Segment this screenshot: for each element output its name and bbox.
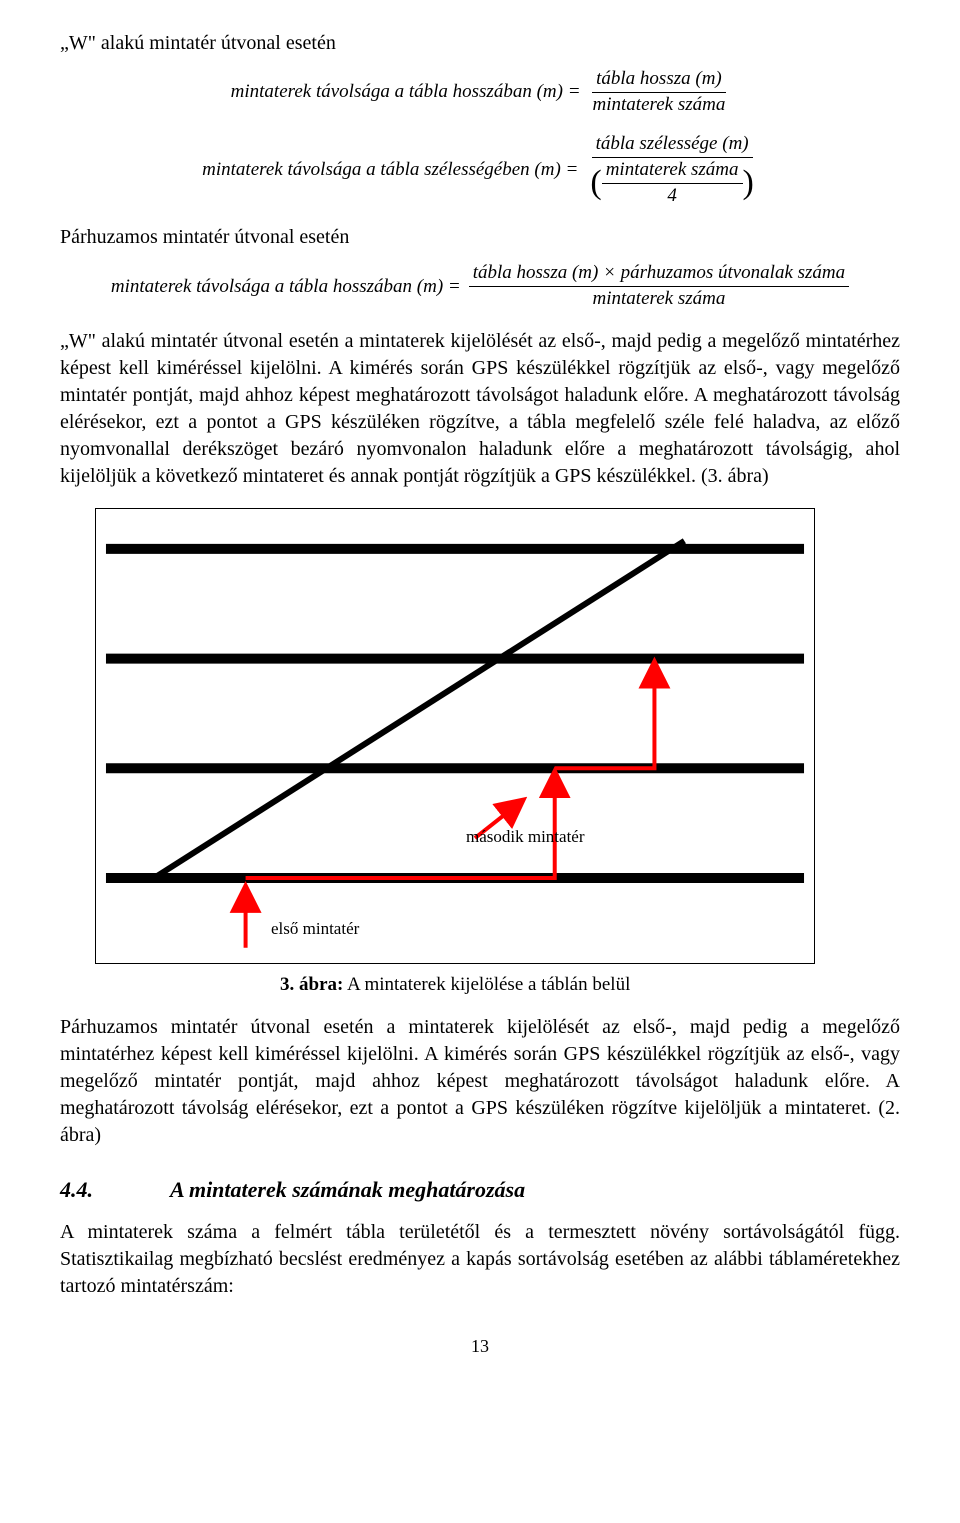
rparen: ) bbox=[743, 169, 754, 196]
caption-label: ábra: bbox=[299, 974, 343, 995]
section-title: A mintaterek számának meghatározása bbox=[170, 1177, 525, 1203]
formula3-num: tábla hossza (m) × párhuzamos útvonalak … bbox=[469, 263, 849, 287]
formula3-lhs: mintaterek távolsága a tábla hosszában (… bbox=[111, 276, 461, 298]
fig-bg bbox=[96, 509, 814, 963]
body-1: „W" alakú mintatér útvonal esetén a mint… bbox=[60, 328, 900, 490]
section-num: 4.4. bbox=[60, 1177, 170, 1203]
formula2-den-num: mintaterek száma bbox=[602, 160, 743, 184]
label-second: második mintatér bbox=[466, 827, 585, 847]
formula-2: mintaterek távolsága a tábla szélességéb… bbox=[60, 134, 900, 207]
formula1-num: tábla hossza (m) bbox=[592, 69, 726, 93]
formula2-den: ( mintaterek száma 4 ) bbox=[586, 158, 757, 207]
caption-text: A mintaterek kijelölése a táblán belül bbox=[343, 974, 630, 995]
page: „W" alakú mintatér útvonal esetén mintat… bbox=[0, 0, 960, 1397]
formula-3: mintaterek távolsága a tábla hosszában (… bbox=[60, 263, 900, 310]
page-number: 13 bbox=[60, 1336, 900, 1357]
body-2: Párhuzamos mintatér útvonal esetén a min… bbox=[60, 1014, 900, 1149]
heading-par: Párhuzamos mintatér útvonal esetén bbox=[60, 224, 900, 251]
formula3-den: mintaterek száma bbox=[589, 287, 730, 310]
formula1-den: mintaterek száma bbox=[589, 93, 730, 116]
body-3: A mintaterek száma a felmért tábla terül… bbox=[60, 1219, 900, 1300]
figure-svg bbox=[96, 509, 814, 963]
formula1-lhs: mintaterek távolsága a tábla hosszában (… bbox=[231, 81, 581, 103]
formula2-den-den: 4 bbox=[663, 184, 681, 207]
formula2-num: tábla szélessége (m) bbox=[592, 134, 753, 158]
heading-w: „W" alakú mintatér útvonal esetén bbox=[60, 30, 900, 57]
figure-3: második mintatér első mintatér bbox=[95, 508, 815, 964]
formula3-frac: tábla hossza (m) × párhuzamos útvonalak … bbox=[469, 263, 849, 310]
caption-num: 3. bbox=[280, 974, 294, 995]
label-first: első mintatér bbox=[271, 919, 359, 939]
formula1-frac: tábla hossza (m) mintaterek száma bbox=[589, 69, 730, 116]
formula-1: mintaterek távolsága a tábla hosszában (… bbox=[60, 69, 900, 116]
figure-caption: 3. ábra: A mintaterek kijelölése a táblá… bbox=[60, 974, 900, 996]
section-heading: 4.4. A mintaterek számának meghatározása bbox=[60, 1177, 900, 1203]
formula2-lhs: mintaterek távolsága a tábla szélességéb… bbox=[202, 159, 578, 181]
lparen: ( bbox=[590, 169, 601, 196]
formula2-frac: tábla szélessége (m) ( mintaterek száma … bbox=[586, 134, 757, 207]
